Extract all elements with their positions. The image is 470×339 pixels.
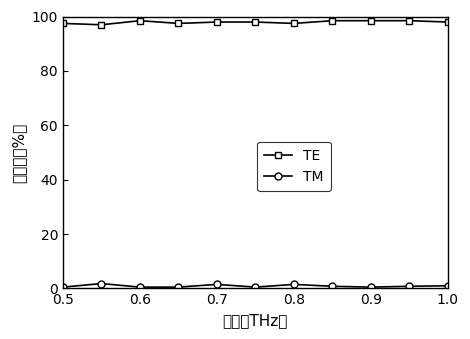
TE (60, 21, 66, 25)
Y-axis label: 透射率（%）: 透射率（%） (11, 122, 26, 183)
TE (252, 20, 258, 24)
Line: TM: TM (59, 280, 451, 291)
Legend: TE, TM: TE, TM (257, 142, 330, 191)
TM (99, 282, 104, 286)
TE (99, 23, 104, 27)
TE (176, 21, 181, 25)
TE (368, 19, 374, 23)
TM (329, 284, 335, 288)
TM (60, 285, 66, 289)
TM (137, 285, 143, 289)
TM (407, 284, 412, 288)
TM (445, 284, 451, 288)
TM (291, 282, 297, 286)
TM (252, 285, 258, 289)
TE (445, 20, 451, 24)
TE (137, 19, 143, 23)
TM (176, 285, 181, 289)
TE (407, 19, 412, 23)
TM (368, 285, 374, 289)
X-axis label: 频率（THz）: 频率（THz） (223, 313, 288, 328)
TM (214, 282, 219, 286)
TE (291, 21, 297, 25)
Line: TE: TE (59, 17, 451, 28)
TE (214, 20, 219, 24)
TE (329, 19, 335, 23)
